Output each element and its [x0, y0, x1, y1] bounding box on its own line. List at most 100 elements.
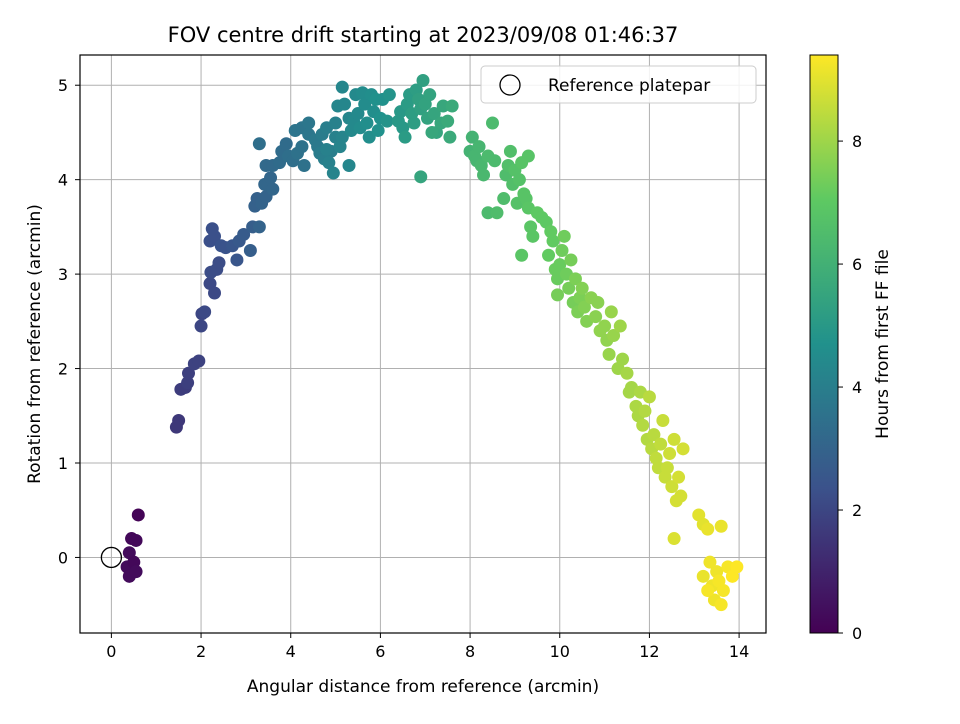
scatter-point [602, 347, 616, 361]
y-axis-label: Rotation from reference (arcmin) [25, 204, 45, 484]
scatter-point [342, 159, 356, 172]
scatter-point [714, 519, 728, 533]
scatter-point [562, 281, 576, 295]
x-tick-label: 12 [639, 642, 659, 661]
scatter-point [441, 114, 455, 128]
scatter-point [642, 390, 656, 404]
scatter-point [427, 107, 441, 121]
scatter-point [598, 319, 612, 333]
scatter-point [371, 124, 385, 138]
scatter-point [714, 598, 728, 612]
chart-title: FOV centre drift starting at 2023/09/08 … [168, 23, 679, 47]
scatter-point [436, 99, 450, 113]
scatter-point [515, 248, 529, 262]
scatter-point [568, 272, 582, 286]
scatter-point [423, 88, 437, 102]
scatter-point [604, 305, 618, 319]
scatter-point [295, 140, 309, 154]
x-axis-ticks: 0 2 4 6 8 10 12 14 [106, 633, 749, 661]
legend: Reference platepar [480, 65, 757, 104]
colorbar-ticks: 0 2 4 6 8 [838, 132, 862, 643]
scatter-point [212, 256, 226, 270]
scatter-point [553, 258, 567, 272]
scatter-point [701, 584, 715, 597]
scatter-point [181, 376, 195, 390]
scatter-point [264, 171, 278, 185]
scatter-point [398, 130, 412, 144]
scatter-point [696, 569, 710, 583]
scatter-point [266, 182, 280, 196]
scatter-point [322, 156, 336, 170]
scatter-point [546, 234, 560, 248]
colorbar-gradient [809, 54, 839, 634]
grid [80, 55, 766, 633]
x-tick-label: 0 [106, 642, 116, 661]
colorbar-label: Hours from first FF file [873, 249, 893, 439]
scatter-point [497, 192, 511, 206]
scatter-point [230, 253, 244, 267]
scatter-point [129, 565, 143, 579]
scatter-point [382, 88, 396, 102]
scatter-point [676, 442, 690, 456]
axes [79, 54, 767, 634]
scatter-point [575, 281, 589, 295]
colorbar-tick-label: 2 [852, 501, 862, 520]
y-tick-label: 5 [58, 76, 68, 95]
scatter-point [672, 470, 686, 484]
scatter-point [485, 116, 499, 130]
plot-frame [79, 54, 767, 634]
x-axis-label: Angular distance from reference (arcmin) [247, 677, 599, 697]
scatter-point [654, 437, 668, 451]
scatter-point [660, 461, 674, 475]
colorbar: 0 2 4 6 8 Hours from first FF file [809, 54, 893, 643]
scatter-point [674, 489, 688, 503]
y-axis-ticks: 0 1 2 3 4 5 [58, 76, 80, 567]
scatter-point [656, 414, 670, 427]
scatter-point [577, 300, 591, 314]
scatter-point [326, 166, 340, 180]
scatter-point [477, 168, 491, 182]
scatter-point [542, 248, 556, 262]
scatter-point [205, 222, 219, 236]
scatter-point [521, 149, 535, 163]
scatter-point [591, 295, 605, 309]
y-tick-label: 0 [58, 548, 68, 567]
scatter-point [564, 253, 578, 267]
scatter-point [716, 584, 730, 597]
scatter-point [243, 244, 257, 257]
scatter-point [360, 116, 374, 130]
legend-box [480, 65, 757, 104]
x-tick-label: 8 [465, 642, 475, 661]
y-tick-label: 1 [58, 454, 68, 473]
colorbar-tick-label: 6 [852, 255, 862, 274]
scatter-point [526, 229, 540, 243]
legend-entry-reference: Reference platepar [548, 76, 710, 96]
scatter-point [488, 154, 502, 168]
scatter-point [616, 352, 630, 366]
scatter-point [194, 319, 208, 333]
scatter-point [351, 107, 365, 121]
colorbar-tick-label: 0 [852, 624, 862, 643]
scatter-point [703, 555, 717, 569]
scatter-point [279, 137, 293, 151]
reference-platepar-marker [100, 546, 123, 569]
scatter-points [100, 74, 744, 612]
x-tick-label: 6 [375, 642, 385, 661]
scatter-point [380, 114, 394, 128]
scatter-point [414, 170, 428, 184]
scatter-point [131, 508, 145, 522]
scatter-point [465, 130, 479, 144]
scatter-point [472, 140, 486, 154]
scatter-point [607, 329, 621, 342]
scatter-point [503, 144, 517, 158]
scatter-point [512, 173, 526, 187]
scatter-point [620, 366, 634, 380]
scatter-point [555, 244, 569, 257]
scatter-point [273, 156, 287, 170]
scatter-point [335, 80, 349, 94]
scatter-point [237, 227, 251, 241]
scatter-point [557, 229, 571, 243]
scatter-point [302, 116, 316, 130]
y-tick-label: 3 [58, 265, 68, 284]
scatter-point [481, 206, 495, 220]
